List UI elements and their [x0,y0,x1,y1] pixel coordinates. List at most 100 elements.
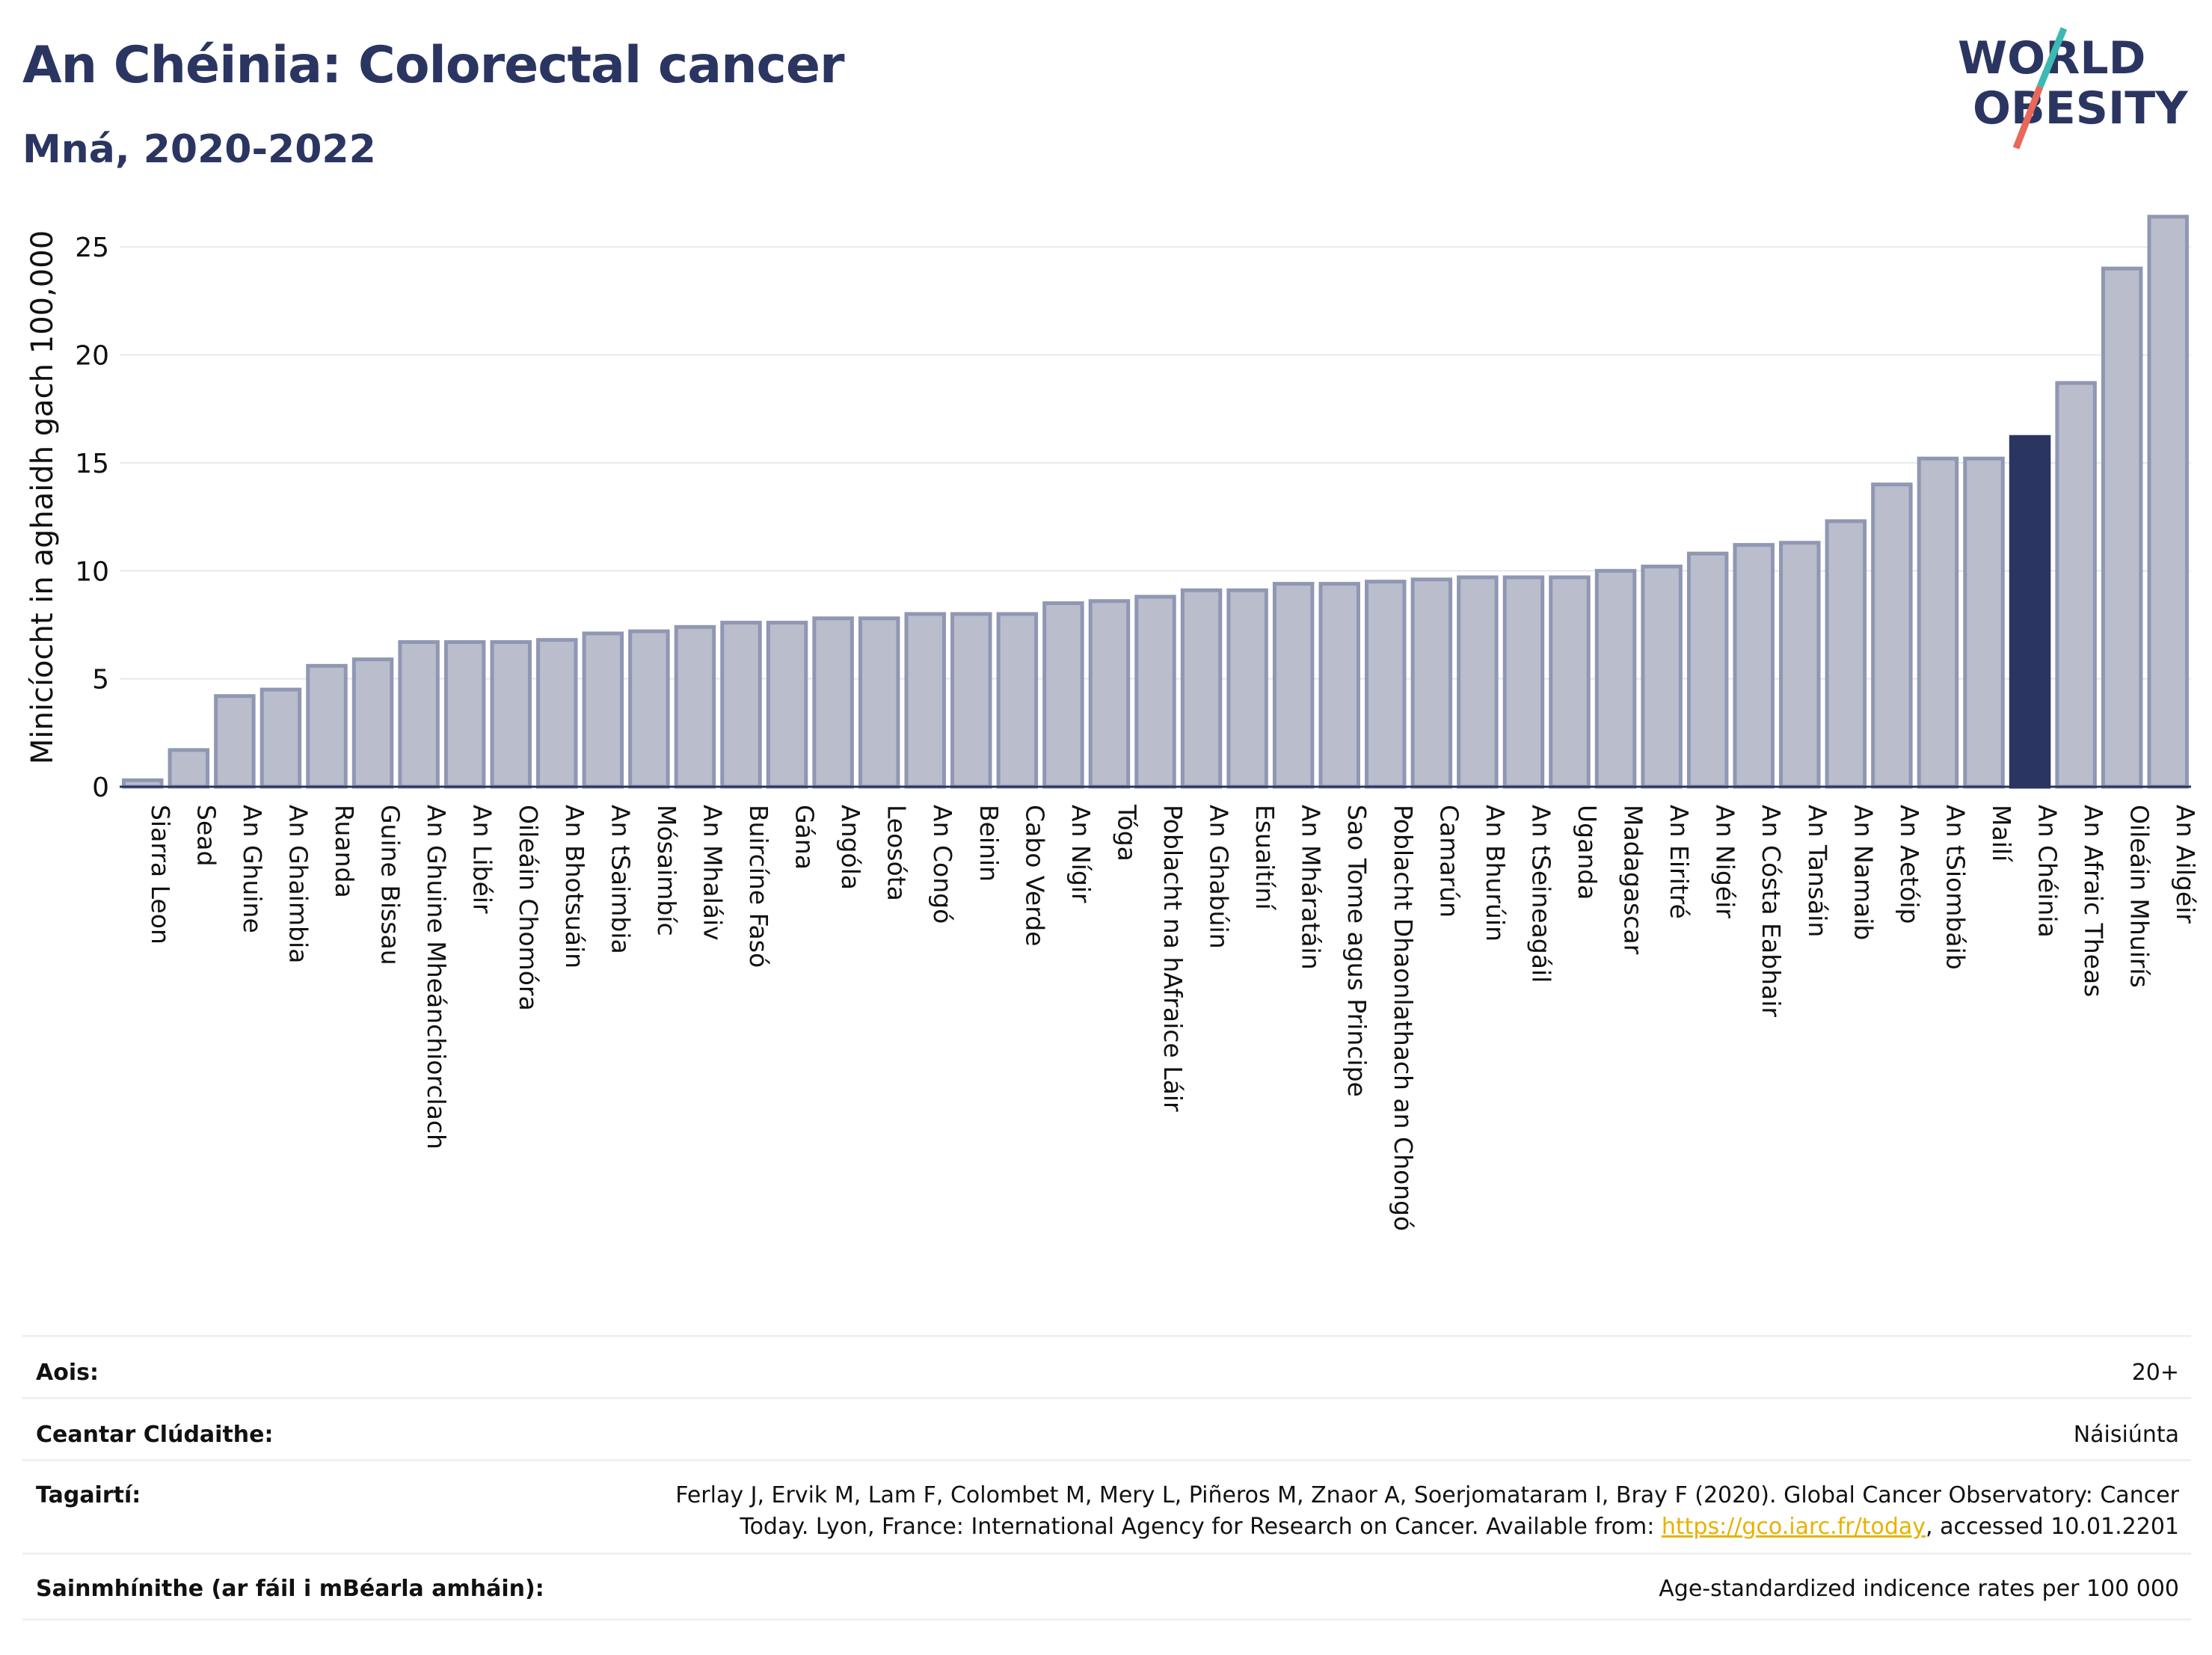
x-tick-label: Cabo Verde [1020,805,1049,946]
bar [1779,541,1821,789]
bar [950,612,992,789]
x-tick-label: An Cósta Eabhair [1757,805,1786,1017]
x-tick-label: An Chéinia [2033,805,2062,938]
x-tick-label: Poblacht na hAfraice Láir [1158,805,1188,1112]
x-tick-label: Uganda [1573,805,1602,900]
meta-row-age: Aois: 20+ [22,1335,2191,1399]
x-tick-label: Mósaimbíc [652,805,681,936]
bar [398,640,440,789]
x-tick-label: Camarún [1434,805,1463,918]
x-tick-label: An tSiombáib [1941,805,1970,970]
x-tick-label: An Nígir [1066,805,1096,903]
x-tick-label: Poblacht Dhaonlathach an Chongó [1389,805,1418,1231]
bar [1917,456,1959,789]
x-tick-label: Beinin [974,805,1004,882]
bar [582,631,624,789]
x-tick-label: Oileáin Mhuirís [2125,805,2154,988]
references-accessed: , accessed 10.01.2201 [1926,1514,2179,1540]
bar [1318,582,1360,789]
references-line-2: Today. Lyon, France: International Agenc… [740,1514,2179,1540]
area-label: Ceantar Clúdaithe: [36,1422,274,1448]
x-tick-label: Oileáin Chomóra [514,805,543,1011]
logo-slash-teal [2036,27,2068,88]
bar [766,621,808,789]
world-obesity-logo: WORLD OBESITY [1958,27,2189,150]
x-tick-label: Angóla [836,805,865,890]
x-tick-label: An Ghuine Mheánchiorclach [422,805,451,1149]
y-axis-title: Minicíocht in aghaidh gach 100,000 [25,230,60,764]
bar [674,624,716,789]
bar [1641,564,1683,789]
y-tick-label: 20 [75,341,109,372]
bar [628,629,670,789]
chart-title: An Chéinia: Colorectal cancer [22,36,844,95]
x-tick-label: Tóga [1112,804,1141,862]
y-tick-labels: 0 5 10 15 20 25 [75,233,109,803]
age-value: 20+ [2131,1360,2179,1386]
bar [1733,543,1775,789]
bar [443,640,486,789]
x-tick-label: An Eiritré [1665,805,1694,919]
bar [1180,588,1223,789]
definitions-label: Sainmhínithe (ar fáil i mBéarla amháin): [36,1576,544,1602]
x-tick-label: An Mháratáin [1297,805,1326,970]
bar [2101,266,2143,789]
bar [1825,519,1867,789]
bar [996,612,1039,789]
x-tick-label: An Bhurúin [1481,805,1510,942]
bar [812,616,854,789]
bar [720,621,762,789]
x-tick-label: Guine Bissau [376,805,405,965]
bar [1686,551,1729,789]
bar [1594,568,1637,789]
bar [2147,215,2189,789]
x-tick-label: An Ailgéir [2171,805,2200,924]
bar [1134,595,1176,789]
y-tick-label: 5 [92,665,109,696]
x-tick-label: An tSaimbia [606,805,635,954]
bar [2055,381,2097,789]
bar [1042,601,1084,789]
meta-row-references: Tagairtí: Ferlay J, Ervik M, Lam F, Colo… [22,1459,2191,1555]
bar [259,687,302,789]
meta-row-definitions: Sainmhínithe (ar fáil i mBéarla amháin):… [22,1553,2191,1621]
x-tick-label: Leosóta [882,805,912,901]
y-tick-label: 0 [92,773,109,803]
bar [1963,456,2005,789]
bar [1871,482,1913,789]
age-label: Aois: [36,1360,99,1386]
x-tick-label: Sead [191,805,221,866]
x-tick-label: Esuaitíní [1250,805,1279,911]
bar [1088,599,1131,789]
references-link[interactable]: https://gco.iarc.fr/today [1661,1514,1926,1540]
bar [858,616,900,789]
logo-line2: OBESITY [1973,82,2189,135]
x-tick-label: Madagascar [1619,805,1648,955]
x-tick-label: An Aetóip [1895,805,1924,924]
bar [1410,577,1453,789]
x-tick-label: An Namaib [1849,805,1878,940]
x-tick-label: Buircíne Fasó [744,805,773,968]
bar [351,657,394,789]
logo-slash-red [2012,85,2044,150]
y-tick-label: 10 [75,556,109,587]
bar-chart: Siarra Leon Sead An Ghuine An Ghaimbia Ruand… [25,215,2200,1231]
x-tick-label: An Ghabúin [1205,805,1234,949]
bar [214,694,256,789]
x-tick-label: An tSeineagáil [1526,805,1555,983]
x-tick-label: Siarra Leon [146,805,175,945]
chart-subtitle: Mná, 2020-2022 [22,127,376,172]
y-tick-label: 25 [75,233,109,263]
x-tick-label: An Ghuine [238,805,267,933]
bars [122,215,2189,789]
references-label: Tagairtí: [36,1482,141,1508]
x-tick-label: Mailí [1987,805,2016,863]
x-tick-label: An Congó [928,805,957,924]
x-tick-label: An Ghaimbia [283,805,313,963]
x-tick-label: Ruanda [330,805,359,898]
x-tick-label: An Afraic Theas [2079,805,2108,997]
area-value: Náisiúnta [2073,1422,2179,1448]
x-tick-label: An Nigéir [1711,805,1740,918]
y-tick-label: 15 [75,449,109,479]
bar [1549,575,1591,789]
